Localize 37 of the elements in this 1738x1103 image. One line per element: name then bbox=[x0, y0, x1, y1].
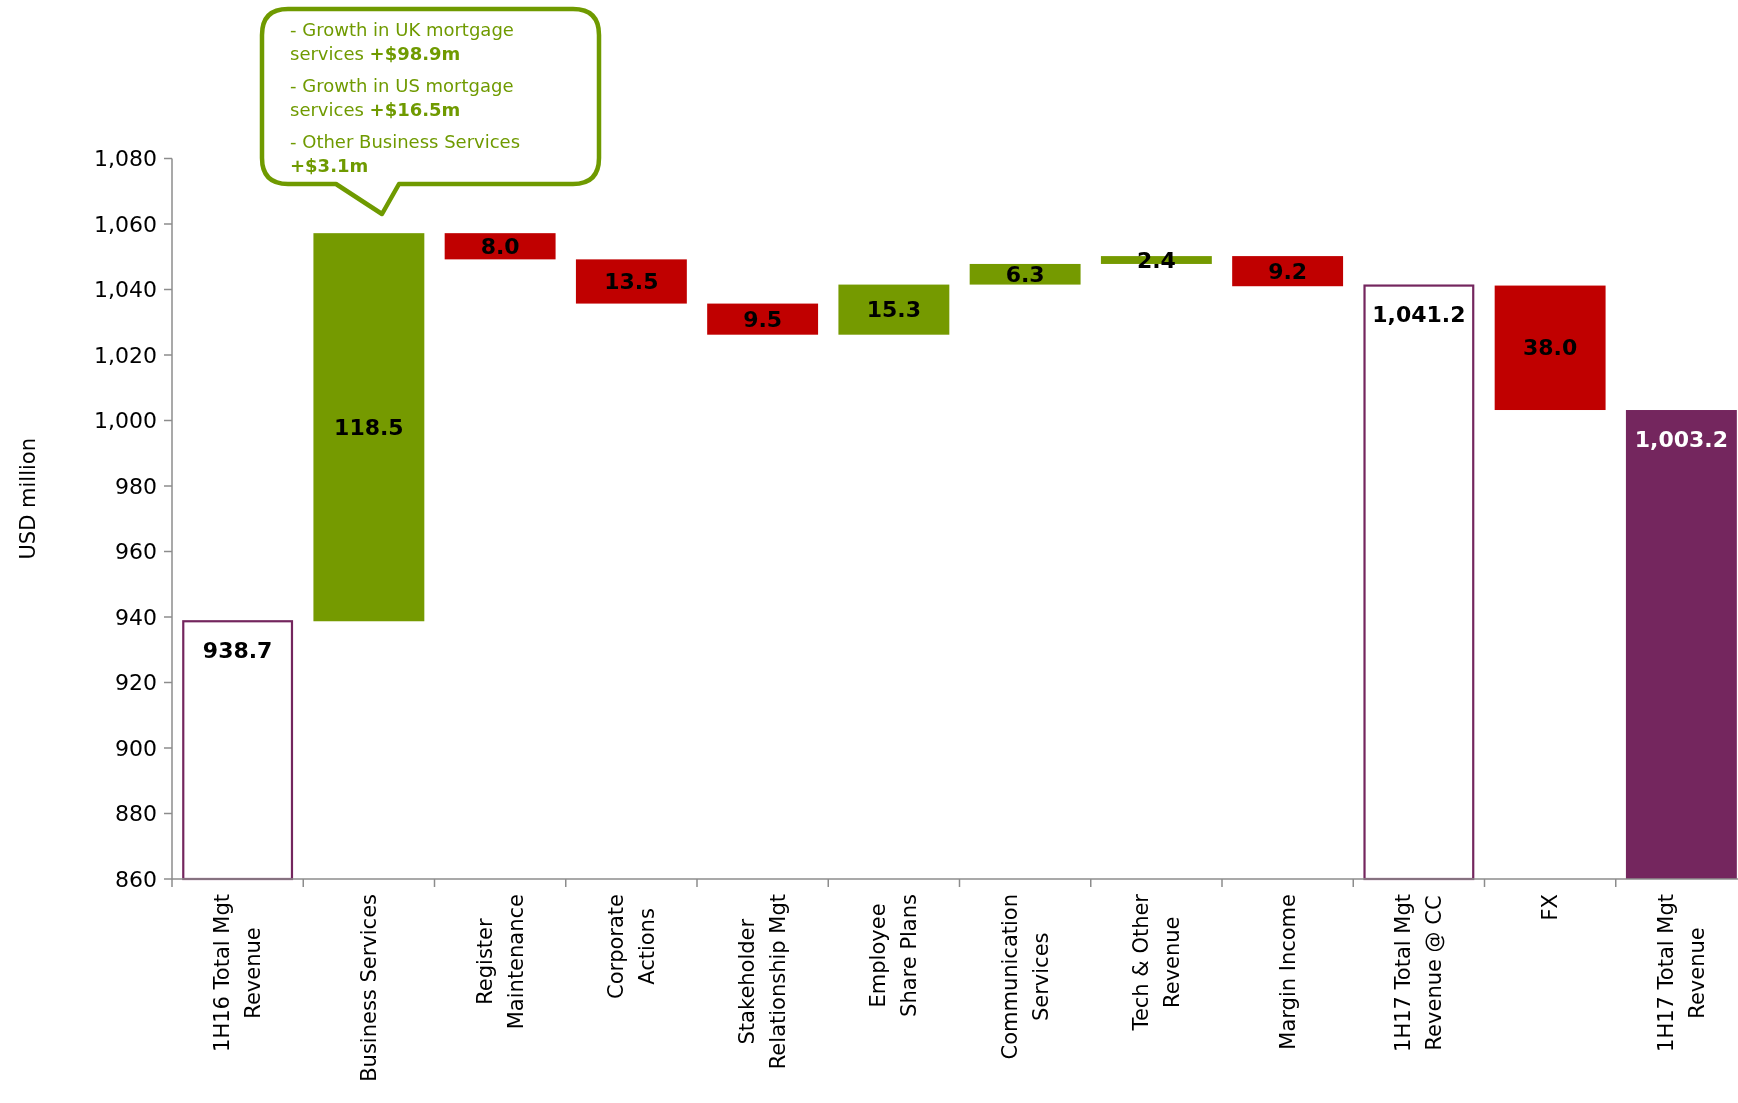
x-tick-label: Communication Services bbox=[997, 893, 1053, 1060]
x-tick-label: Business Services bbox=[356, 893, 381, 1082]
x-tick-label: Employee Share Plans bbox=[866, 893, 922, 1017]
y-tick-label: 980 bbox=[115, 473, 157, 499]
data-label: 38.0 bbox=[1522, 335, 1578, 361]
data-label: 118.5 bbox=[334, 414, 404, 440]
y-tick-label: 1,040 bbox=[94, 277, 157, 302]
data-label: 9.2 bbox=[1268, 258, 1308, 284]
data-label: 1,041.2 bbox=[1372, 302, 1466, 328]
data-label: 8.0 bbox=[480, 233, 520, 259]
x-tick-label: Corporate Actions bbox=[603, 894, 659, 999]
x-tick-label: FX bbox=[1538, 894, 1563, 921]
x-tick-label: Register Maintenance bbox=[472, 893, 528, 1030]
y-tick-label: 1,000 bbox=[94, 408, 157, 433]
x-tick-label: Tech & Other Revenue bbox=[1128, 893, 1184, 1032]
y-tick-label: 860 bbox=[115, 866, 157, 892]
y-tick-label: 920 bbox=[115, 670, 157, 695]
y-tick-label: 1,020 bbox=[94, 342, 157, 368]
data-label: 9.5 bbox=[743, 306, 783, 332]
data-label: 13.5 bbox=[604, 268, 659, 294]
y-tick-label: 960 bbox=[115, 539, 157, 564]
x-tick-label: Stakeholder Relationship Mgt bbox=[735, 893, 791, 1070]
y-tick-label: 1,060 bbox=[94, 211, 157, 237]
x-tick-label: 1H17 Total Mgt Revenue @ CC bbox=[1391, 894, 1447, 1052]
y-tick-label: 1,080 bbox=[94, 146, 157, 171]
data-label: 6.3 bbox=[1005, 261, 1045, 287]
y-tick-label: 940 bbox=[115, 604, 157, 630]
x-tick-label: 1H16 Total Mgt Revenue bbox=[210, 894, 266, 1052]
y-axis-title: USD million bbox=[16, 438, 40, 560]
data-label: 1,003.2 bbox=[1634, 426, 1729, 452]
data-label: 938.7 bbox=[202, 637, 273, 663]
x-tick-label: 1H17 Total Mgt Revenue bbox=[1653, 894, 1709, 1052]
x-tick-label: Margin Income bbox=[1275, 893, 1300, 1050]
y-tick-label: 900 bbox=[115, 735, 157, 761]
annotation: - Growth in UK mortgage services +$98.9m - Growth in US mortgage services +$16.5m - Other Business Services +$3.1m bbox=[290, 18, 521, 176]
data-label: 15.3 bbox=[866, 297, 922, 323]
y-tick-label: 880 bbox=[115, 801, 157, 826]
